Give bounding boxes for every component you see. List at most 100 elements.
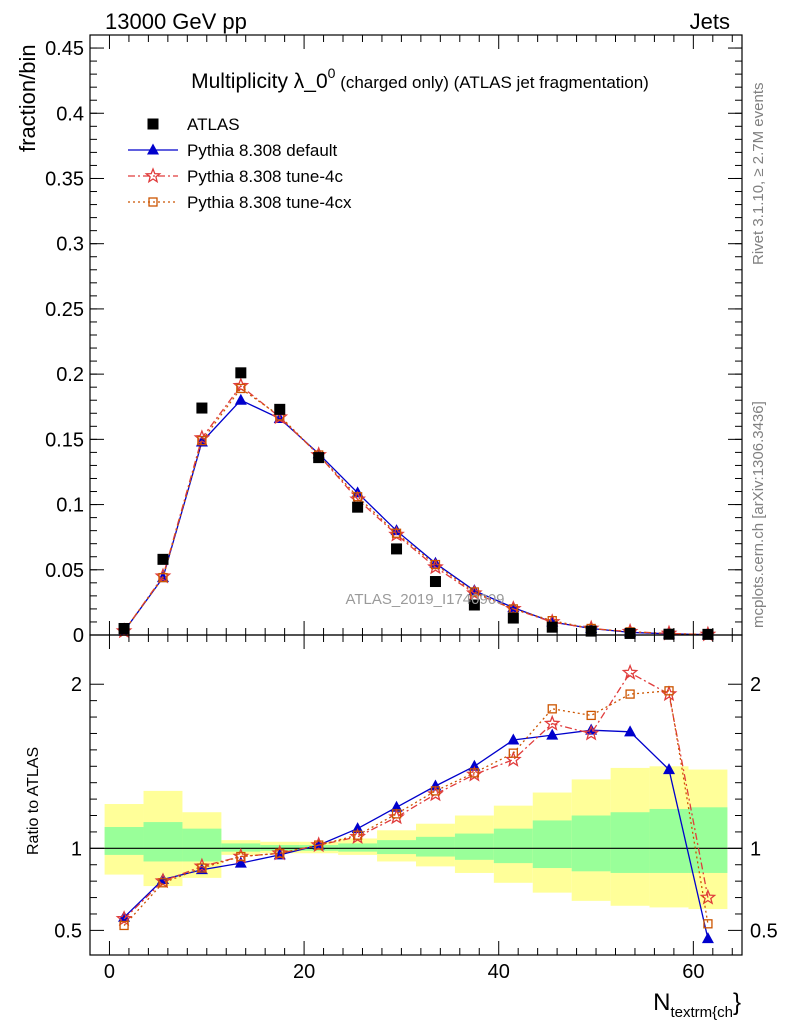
main-data-point bbox=[427, 558, 444, 575]
atlas-data-point bbox=[624, 627, 636, 639]
main-data-point bbox=[468, 584, 481, 596]
ratio-frame bbox=[89, 634, 743, 956]
ratio-xtick-label: 60 bbox=[682, 961, 704, 983]
main-data-point bbox=[430, 559, 441, 570]
main-data-point bbox=[158, 572, 168, 583]
ratio-xlabel: Ntextrm{ch} bbox=[653, 989, 741, 1021]
main-ytick-label: 0.4 bbox=[56, 103, 84, 125]
stat-uncertainty-band bbox=[143, 822, 183, 862]
atlas-data-point bbox=[702, 628, 714, 640]
stat-uncertainty-band bbox=[493, 828, 533, 864]
main-ytick-label: 0.3 bbox=[56, 234, 84, 256]
ratio-data-point bbox=[390, 800, 403, 812]
legend-label: Pythia 8.308 default bbox=[187, 141, 338, 160]
ratio-data-point bbox=[585, 723, 598, 735]
legend-label: Pythia 8.308 tune-4cx bbox=[187, 193, 352, 212]
main-data-point bbox=[236, 383, 246, 394]
main-data-point bbox=[232, 377, 250, 393]
mcplots-label: mcplots.cern.ch [arXiv:1306.3436] bbox=[750, 401, 767, 628]
process-label: Jets bbox=[690, 9, 730, 34]
ratio-data-point bbox=[275, 848, 285, 858]
main-ytick-label: 0.25 bbox=[45, 299, 84, 321]
ratio-data-point bbox=[508, 748, 518, 758]
ratio-data-point bbox=[660, 685, 678, 702]
stat-uncertainty-band bbox=[610, 812, 650, 873]
main-data-point bbox=[352, 492, 363, 502]
ratio-series-line bbox=[123, 671, 709, 920]
main-data-point bbox=[469, 587, 480, 597]
analysis-watermark: ATLAS_2019_I1740909 bbox=[345, 591, 504, 608]
ratio-xtick-label: 40 bbox=[488, 961, 510, 983]
stat-uncertainty-band bbox=[571, 815, 611, 872]
ratio-xtick-label: 20 bbox=[293, 961, 315, 983]
legend: ATLAS Pythia 8.308 default Pythia 8.308 tu… bbox=[128, 115, 352, 212]
ratio-data-point bbox=[625, 689, 635, 699]
legend-label: ATLAS bbox=[187, 115, 240, 134]
ratio-data-point bbox=[582, 724, 600, 741]
atlas-data-point bbox=[429, 576, 441, 588]
stat-uncertainty-band bbox=[104, 827, 144, 855]
stat-uncertainty-band bbox=[377, 840, 416, 855]
stat-uncertainty-band bbox=[416, 836, 455, 857]
atlas-data-point bbox=[235, 367, 247, 379]
ratio-data-point bbox=[232, 847, 250, 864]
chart-title: Multiplicity λ_00 (charged only) (ATLAS … bbox=[191, 65, 649, 93]
ratio-xtick-label: 0 bbox=[104, 961, 115, 983]
main-ylabel: fraction/bin bbox=[15, 44, 40, 152]
ratio-ytick-label: 0.5 bbox=[54, 920, 82, 942]
title-rest: (charged only) (ATLAS jet fragmentation) bbox=[335, 73, 648, 92]
ratio-data-point bbox=[429, 779, 442, 791]
title-main: Multiplicity λ_0 bbox=[191, 70, 328, 93]
ratio-ytick-label: 1 bbox=[71, 838, 82, 860]
xlabel-main: N bbox=[653, 989, 670, 1016]
legend-marker bbox=[148, 197, 158, 207]
ratio-ylabel: Ratio to ATLAS bbox=[25, 747, 42, 855]
main-data-point bbox=[154, 567, 172, 584]
ratio-series-line bbox=[123, 729, 709, 939]
legend-marker bbox=[147, 143, 159, 155]
ratio-data-point bbox=[663, 763, 676, 775]
ratio-data-point bbox=[158, 878, 168, 888]
ratio-data-point bbox=[465, 765, 483, 782]
ratio-data-point bbox=[547, 704, 557, 714]
stat-uncertainty-band bbox=[221, 843, 261, 852]
main-series-line bbox=[123, 387, 708, 636]
xlabel-subscript: textrm{ch bbox=[670, 1004, 733, 1021]
energy-label: 13000 GeV pp bbox=[105, 9, 247, 34]
ratio-data-point bbox=[664, 686, 674, 696]
ratio-data-point bbox=[621, 663, 639, 680]
ratio-data-point bbox=[197, 863, 207, 873]
legend-marker bbox=[144, 167, 162, 184]
stat-uncertainty-band bbox=[182, 828, 222, 862]
title-superscript: 0 bbox=[328, 65, 336, 81]
ratio-data-point bbox=[546, 728, 559, 740]
ratio-data-point bbox=[699, 888, 717, 905]
stat-uncertainty-band bbox=[338, 843, 378, 852]
main-ytick-label: 0.05 bbox=[45, 560, 84, 582]
ratio-data-point bbox=[391, 809, 402, 819]
legend-label: Pythia 8.308 tune-4c bbox=[187, 167, 343, 186]
ratio-data-point bbox=[193, 857, 211, 874]
stat-uncertainty-band bbox=[649, 808, 689, 873]
atlas-data-point bbox=[313, 452, 325, 464]
ratio-ytick-label-right: 1 bbox=[750, 838, 761, 860]
atlas-data-point bbox=[352, 501, 364, 513]
legend-marker bbox=[147, 118, 159, 130]
ratio-data-point bbox=[624, 725, 637, 737]
stat-uncertainty-band bbox=[532, 820, 572, 869]
ratio-data-point bbox=[427, 785, 444, 802]
ratio-ytick-label: 2 bbox=[71, 674, 82, 696]
atlas-data-point bbox=[118, 622, 130, 634]
atlas-data-point bbox=[546, 621, 558, 633]
ratio-data-point bbox=[352, 830, 363, 840]
rivet-version-label: Rivet 3.1.10, ≥ 2.7M events bbox=[750, 83, 767, 266]
main-ytick-label: 0.2 bbox=[56, 364, 84, 386]
atlas-data-point bbox=[585, 625, 597, 637]
ratio-data-point bbox=[119, 920, 129, 931]
main-ytick-label: 0.1 bbox=[56, 495, 84, 517]
main-ytick-label: 0.35 bbox=[45, 168, 84, 190]
ratio-panel: 0.5 0.51 12 20 20 40 60 Ratio to ATLAS Ntextrm… bbox=[25, 634, 778, 1021]
main-data-point bbox=[234, 393, 247, 405]
main-data-point bbox=[391, 528, 402, 538]
